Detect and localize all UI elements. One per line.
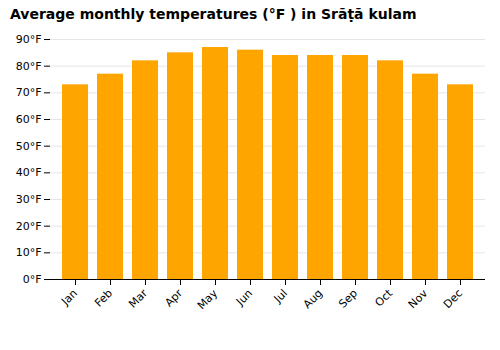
svg-text:60°F: 60°F — [16, 113, 42, 126]
svg-text:Oct: Oct — [372, 286, 395, 309]
svg-text:10°F: 10°F — [16, 246, 42, 259]
svg-text:Dec: Dec — [441, 287, 465, 311]
svg-text:Mar: Mar — [126, 286, 150, 310]
svg-text:20°F: 20°F — [16, 220, 42, 233]
svg-text:40°F: 40°F — [16, 166, 42, 179]
svg-text:Apr: Apr — [162, 286, 185, 309]
svg-text:90°F: 90°F — [16, 33, 42, 46]
svg-text:Feb: Feb — [92, 287, 115, 310]
svg-text:70°F: 70°F — [16, 86, 42, 99]
svg-text:Sep: Sep — [336, 287, 360, 311]
svg-text:80°F: 80°F — [16, 60, 42, 73]
svg-text:May: May — [195, 286, 221, 312]
svg-text:Jan: Jan — [58, 287, 80, 309]
svg-text:Aug: Aug — [301, 287, 325, 311]
svg-text:50°F: 50°F — [16, 140, 42, 153]
html-text:Average monthly temperatures (: Average monthly temperatures (°F ) in Sr… — [10, 6, 417, 22]
svg-text:Jul: Jul — [271, 287, 290, 306]
svg-text:0°F: 0°F — [23, 273, 42, 286]
svg-text:Nov: Nov — [406, 286, 431, 311]
svg-text:Jun: Jun — [233, 287, 255, 309]
svg-text:30°F: 30°F — [16, 193, 42, 206]
